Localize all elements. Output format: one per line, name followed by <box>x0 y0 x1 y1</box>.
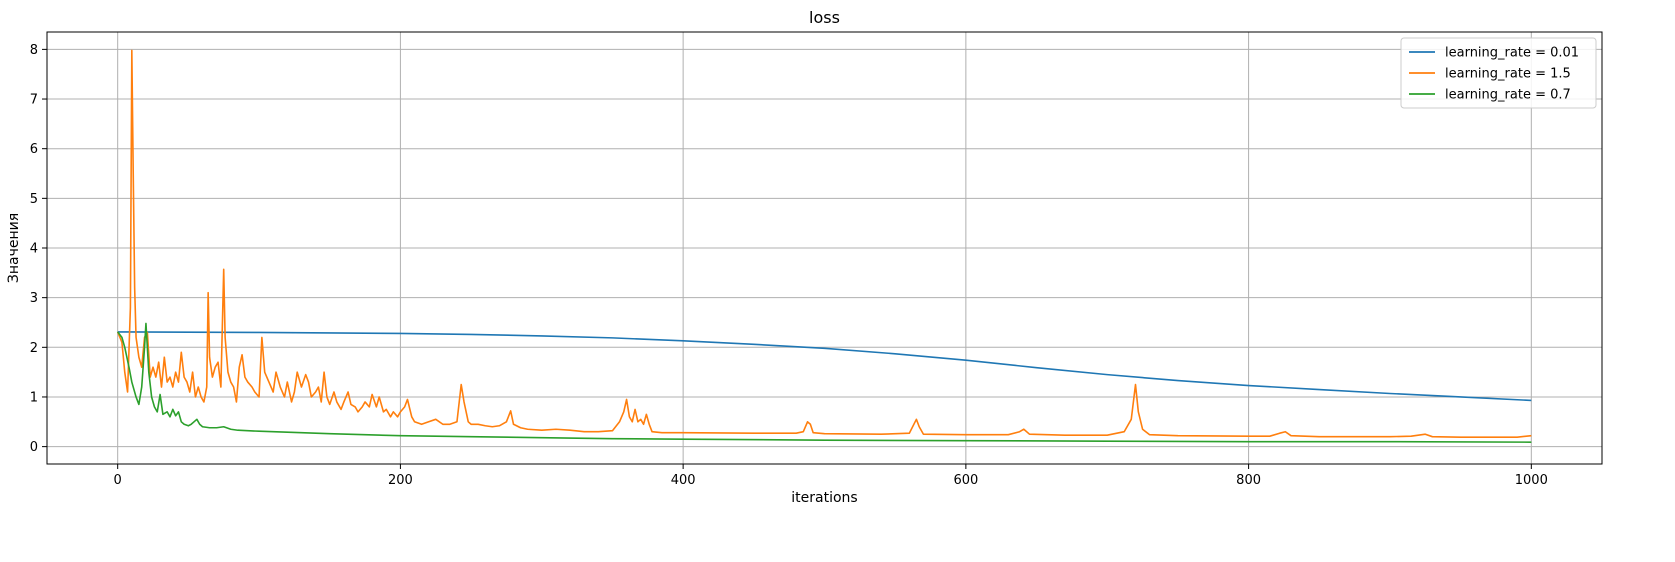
x-tick-label-2: 400 <box>671 473 696 488</box>
x-tick-label-3: 600 <box>953 473 978 488</box>
x-tick-label-0: 0 <box>114 473 122 488</box>
legend-box <box>1400 37 1597 109</box>
ticks: 0 200 400 600 800 1000 0 1 2 3 4 5 6 7 8 <box>30 43 1548 488</box>
grid <box>47 32 1602 464</box>
x-tick-label-4: 800 <box>1236 473 1261 488</box>
x-axis-label: iterations <box>791 490 857 506</box>
y-tick-label-6: 6 <box>30 142 38 157</box>
series-line-0 <box>117 331 1532 402</box>
x-tick-label-5: 1000 <box>1515 473 1548 488</box>
x-tick-label-1: 200 <box>388 473 413 488</box>
legend: learning_rate = 0.01 learning_rate = 1.5 l… <box>1400 37 1597 109</box>
y-tick-label-5: 5 <box>30 192 38 207</box>
y-tick-label-3: 3 <box>30 291 38 306</box>
series-layer <box>116 49 1532 443</box>
legend-label-1: learning_rate = 1.5 <box>1445 67 1571 82</box>
legend-label-2: learning_rate = 0.7 <box>1445 88 1571 103</box>
y-axis-label: Значения <box>6 213 22 283</box>
legend-label-0: learning_rate = 0.01 <box>1445 46 1579 61</box>
y-tick-label-4: 4 <box>30 242 38 257</box>
y-tick-label-8: 8 <box>30 43 38 58</box>
y-tick-label-2: 2 <box>30 341 38 356</box>
series-line-1 <box>116 49 1532 438</box>
y-tick-label-0: 0 <box>30 440 38 455</box>
y-tick-label-7: 7 <box>30 93 38 108</box>
series-line-2 <box>117 322 1532 443</box>
y-tick-label-1: 1 <box>30 390 38 405</box>
chart-title: loss <box>809 8 840 27</box>
